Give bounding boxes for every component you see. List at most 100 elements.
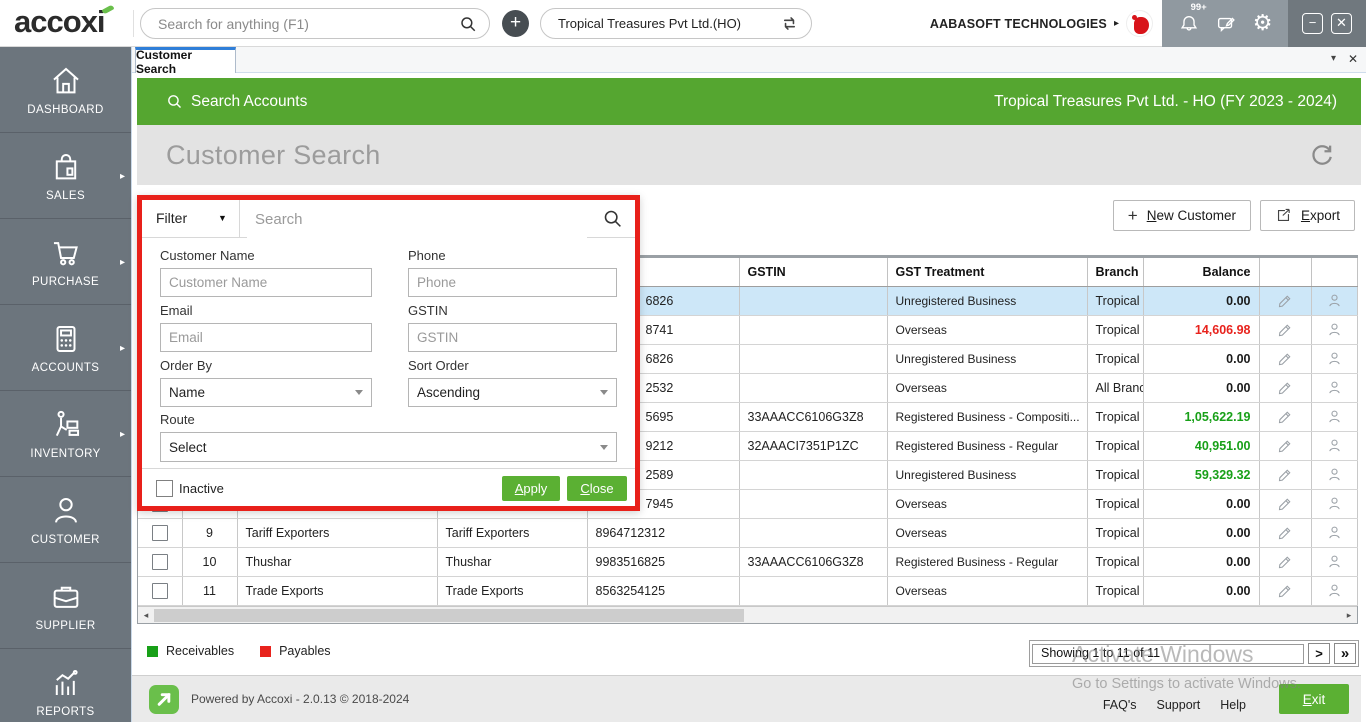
cell-name: Trade Exports xyxy=(237,576,438,606)
customer-contact-button[interactable] xyxy=(1311,431,1358,461)
cell-slno: 9 xyxy=(182,518,238,548)
row-checkbox[interactable] xyxy=(151,553,168,570)
company-name: Tropical Treasures Pvt Ltd.(HO) xyxy=(558,16,742,31)
filter-panel: Filter ▼ Customer Name Phone Email GSTIN… xyxy=(137,195,640,511)
sidebar-item-sales[interactable]: SALES ▸ xyxy=(0,133,131,219)
edit-customer-button[interactable] xyxy=(1259,431,1312,461)
header-branch[interactable]: Branch xyxy=(1087,258,1144,287)
quick-add-button[interactable]: + xyxy=(502,10,529,37)
email-field[interactable] xyxy=(160,323,372,352)
tab-customer-search[interactable]: Customer Search xyxy=(135,47,236,76)
cell-balance: 40,951.00 xyxy=(1143,431,1260,461)
search-accounts-icon xyxy=(166,93,183,110)
gstin-field[interactable] xyxy=(408,323,617,352)
edit-customer-button[interactable] xyxy=(1259,547,1312,577)
status-row: Receivables Payables Showing 1 to 11 of … xyxy=(137,640,1361,668)
company-selector[interactable]: Tropical Treasures Pvt Ltd.(HO) xyxy=(540,8,812,39)
chevron-down-icon xyxy=(355,390,363,395)
customer-contact-button[interactable] xyxy=(1311,518,1358,548)
tab-close-icon[interactable]: ✕ xyxy=(1347,52,1358,66)
close-window-button[interactable]: ✕ xyxy=(1331,13,1352,34)
notifications-button[interactable]: 99+ xyxy=(1178,2,1207,35)
table-row[interactable]: 11 Trade Exports Trade Exports 856325412… xyxy=(138,576,1358,606)
route-select[interactable]: Select xyxy=(160,432,617,462)
scrollbar-thumb[interactable] xyxy=(154,608,744,622)
header-gstin[interactable]: GSTIN xyxy=(739,258,888,287)
edit-customer-button[interactable] xyxy=(1259,518,1312,548)
apply-button[interactable]: Apply xyxy=(502,476,560,501)
minimize-button[interactable]: − xyxy=(1302,13,1323,34)
edit-customer-button[interactable] xyxy=(1259,489,1312,519)
switch-company-icon[interactable] xyxy=(780,14,799,33)
sidebar-item-supplier[interactable]: SUPPLIER xyxy=(0,563,131,649)
edit-customer-button[interactable] xyxy=(1259,460,1312,490)
help-link[interactable]: Help xyxy=(1220,698,1246,712)
inactive-checkbox[interactable] xyxy=(156,480,173,497)
customer-contact-button[interactable] xyxy=(1311,460,1358,490)
edit-customer-button[interactable] xyxy=(1259,286,1312,316)
customer-contact-button[interactable] xyxy=(1311,286,1358,316)
last-page-button[interactable]: » xyxy=(1334,643,1356,664)
sidebar-item-customer[interactable]: CUSTOMER xyxy=(0,477,131,563)
customer-name-field[interactable] xyxy=(160,268,372,297)
cell-gstin xyxy=(739,518,888,548)
row-checkbox[interactable] xyxy=(151,582,168,599)
export-button[interactable]: Export xyxy=(1259,200,1355,231)
exit-button[interactable]: Exit xyxy=(1279,684,1349,714)
chevron-right-icon: ▸ xyxy=(119,171,125,182)
global-search-input[interactable] xyxy=(141,15,459,32)
scroll-right-arrow-icon[interactable]: ▸ xyxy=(1346,609,1352,620)
customer-contact-button[interactable] xyxy=(1311,489,1358,519)
filter-dropdown[interactable]: Filter xyxy=(156,210,188,226)
sidebar-item-accounts[interactable]: ACCOUNTS ▸ xyxy=(0,305,131,391)
messages-button[interactable] xyxy=(1215,13,1237,35)
account-caret-icon: ▸ xyxy=(1113,18,1119,29)
header-balance[interactable]: Balance xyxy=(1143,258,1260,287)
filter-search-icon[interactable] xyxy=(602,208,623,229)
next-page-button[interactable]: > xyxy=(1308,643,1330,664)
settings-gear-icon[interactable]: ⚙ xyxy=(1252,10,1273,35)
filter-search-input[interactable] xyxy=(247,200,587,238)
sidebar-item-reports[interactable]: REPORTS xyxy=(0,649,131,722)
customer-contact-button[interactable] xyxy=(1311,315,1358,345)
customer-contact-button[interactable] xyxy=(1311,344,1358,374)
row-select-cell[interactable] xyxy=(138,518,183,548)
sort-order-select[interactable]: Ascending xyxy=(408,378,617,407)
tab-bar: Customer Search ▾ ✕ xyxy=(132,47,1366,76)
sidebar-item-purchase[interactable]: PURCHASE ▸ xyxy=(0,219,131,305)
sidebar-item-inventory[interactable]: INVENTORY ▸ xyxy=(0,391,131,477)
order-by-select[interactable]: Name xyxy=(160,378,372,407)
support-link[interactable]: Support xyxy=(1156,698,1201,712)
customer-contact-button[interactable] xyxy=(1311,576,1358,606)
divider xyxy=(239,200,240,238)
pagination-status: Showing 1 to 11 of 11 xyxy=(1032,643,1304,664)
table-row[interactable]: 10 Thushar Thushar 9983516825 33AAACC610… xyxy=(138,547,1358,577)
cell-gst-treatment: Overseas xyxy=(887,518,1088,548)
edit-customer-button[interactable] xyxy=(1259,315,1312,345)
cell-branch: Tropical xyxy=(1087,431,1144,461)
account-menu[interactable]: AABASOFT TECHNOLOGIES ▸ xyxy=(930,0,1153,47)
new-customer-button[interactable]: + New Customer xyxy=(1112,200,1251,231)
horizontal-scrollbar[interactable]: ◂ ▸ xyxy=(138,605,1357,623)
phone-field[interactable] xyxy=(408,268,617,297)
customer-contact-button[interactable] xyxy=(1311,547,1358,577)
filter-caret-icon[interactable]: ▼ xyxy=(218,213,227,223)
row-select-cell[interactable] xyxy=(138,576,183,606)
header-gst-treatment[interactable]: GST Treatment xyxy=(887,258,1088,287)
row-checkbox[interactable] xyxy=(151,524,168,541)
table-row[interactable]: 9 Tariff Exporters Tariff Exporters 8964… xyxy=(138,518,1358,548)
tab-list-caret-icon[interactable]: ▾ xyxy=(1330,53,1336,64)
refresh-icon[interactable] xyxy=(1307,140,1337,170)
edit-customer-button[interactable] xyxy=(1259,344,1312,374)
customer-contact-button[interactable] xyxy=(1311,373,1358,403)
edit-customer-button[interactable] xyxy=(1259,576,1312,606)
edit-customer-button[interactable] xyxy=(1259,373,1312,403)
search-icon[interactable] xyxy=(459,15,477,33)
edit-customer-button[interactable] xyxy=(1259,402,1312,432)
close-button[interactable]: Close xyxy=(567,476,627,501)
sidebar-item-dashboard[interactable]: DASHBOARD xyxy=(0,47,131,133)
faqs-link[interactable]: FAQ's xyxy=(1102,698,1137,712)
scroll-left-arrow-icon[interactable]: ◂ xyxy=(143,609,149,620)
customer-contact-button[interactable] xyxy=(1311,402,1358,432)
row-select-cell[interactable] xyxy=(138,547,183,577)
